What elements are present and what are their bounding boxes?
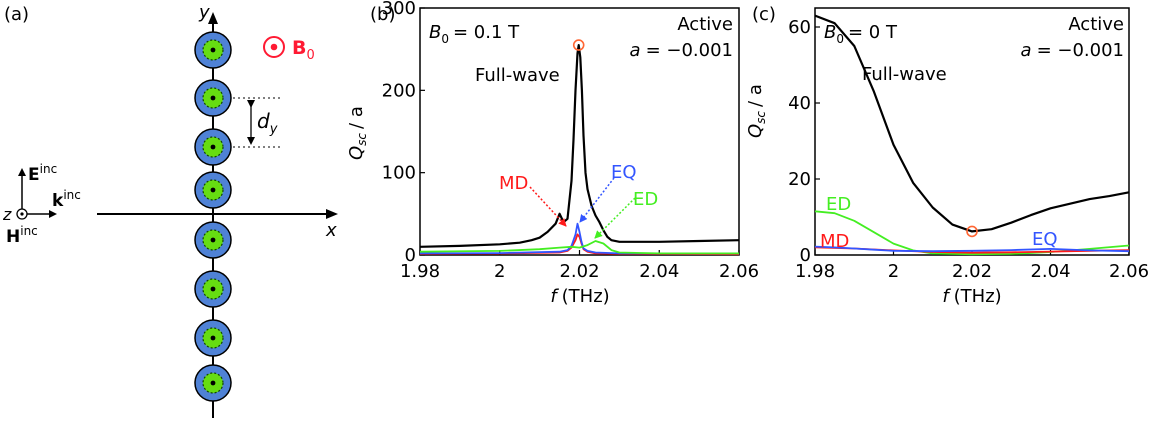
- plot-b-ticks: 1.98 2 2.02 2.04 2.06 0 100 200 300: [382, 0, 759, 282]
- x-axis-arrow-icon: [326, 209, 338, 219]
- plot-b-ytick-label: 100: [382, 163, 416, 184]
- cylinder-center-dot: [210, 47, 216, 53]
- x-axis-label: x: [325, 220, 337, 241]
- panel-b: (b) 1.98 2 2.02 2.04 2.06 0 100 200 300 B0 = 0.1 …: [346, 0, 759, 307]
- plot-b-xtick-label: 1.98: [400, 261, 440, 282]
- plot-b-eq-arrow: [579, 177, 615, 223]
- plot-b-ytick-label: 200: [382, 80, 416, 101]
- plot-b-series-ed: [419, 240, 739, 255]
- cylinder-center-dot: [210, 187, 216, 193]
- plot-c-series-eq: [814, 245, 1130, 253]
- plot-b-a-title: a = −0.001: [630, 40, 733, 61]
- plot-b-xtick-label: 2.04: [639, 261, 679, 282]
- plot-b-ylabel: Qsc/ a: [346, 106, 369, 160]
- b0-out-of-plane-icon: [263, 36, 285, 58]
- b0-label: B0: [292, 37, 315, 63]
- cylinder-center-dot: [210, 335, 216, 341]
- plot-c-xtick-label: 2.04: [1030, 261, 1070, 282]
- plot-c-series-ed: [814, 210, 1130, 256]
- plot-b-xtick-label: 2: [494, 261, 505, 282]
- plot-c-ytick-label: 0: [800, 245, 811, 266]
- plot-b-fullwave-label: Full-wave: [475, 65, 560, 86]
- cylinder-center-dot: [210, 380, 216, 386]
- plot-b-ed-arrow: [594, 197, 636, 239]
- plot-b-md-label: MD: [499, 173, 528, 194]
- plot-b-b0-title: B0 = 0.1 T: [429, 22, 520, 46]
- panel-c-label: (c): [752, 4, 776, 25]
- cylinder-center-dot: [210, 95, 216, 101]
- plot-b-active-title: Active: [677, 14, 733, 35]
- plot-c-ticks: 1.98 2 2.02 2.04 2.06 0 20 40 60: [788, 17, 1149, 282]
- plot-c-marker: [966, 225, 978, 238]
- plot-b-marker: [572, 39, 585, 51]
- plot-b-xtick-label: 2.02: [559, 261, 599, 282]
- panel-a-label: (a): [4, 4, 29, 25]
- plot-b-series: [419, 39, 740, 256]
- k-inc-label: kinc: [52, 188, 81, 211]
- cylinder-array: [194, 31, 232, 402]
- plot-c-md-label: MD: [820, 231, 849, 252]
- plot-b-ytick-label: 0: [405, 245, 416, 266]
- plot-b-md-arrow: [529, 186, 567, 227]
- plot-c-b0-title: B0 = 0 T: [824, 22, 898, 46]
- plot-c-series: [814, 14, 1130, 256]
- plot-c-xtick-label: 2.06: [1109, 261, 1149, 282]
- plot-c-ed-label: ED: [826, 194, 851, 215]
- plot-c-ylabel: Qsc/ a: [745, 84, 768, 138]
- panel-b-label: (b): [370, 4, 395, 25]
- y-axis-arrow-icon: [208, 12, 218, 24]
- plot-b-series-fullwave: [419, 43, 740, 248]
- b0-dot-icon: [270, 43, 278, 51]
- y-axis-label: y: [198, 2, 210, 23]
- dy-label: dy: [257, 109, 278, 137]
- plot-c-xtick-label: 1.98: [795, 261, 835, 282]
- plot-c-eq-label: EQ: [1032, 229, 1058, 250]
- plot-b-xtick-label: 2.06: [719, 261, 759, 282]
- plot-c-xtick-label: 2: [888, 261, 899, 282]
- panel-c: (c) 1.98 2 2.02 2.04 2.06 0 20 40 60 B0 = 0 T Act…: [745, 4, 1149, 307]
- cylinder-center-dot: [210, 237, 216, 243]
- h-inc-label: Hinc: [6, 224, 38, 247]
- e-inc-label: Einc: [28, 162, 57, 185]
- plot-c-xtick-label: 2.02: [952, 261, 992, 282]
- plot-b-ytick-label: 300: [382, 0, 416, 19]
- plot-c-fullwave-label: Full-wave: [862, 64, 947, 85]
- plot-c-ytick-label: 40: [788, 93, 811, 114]
- plot-c-xlabel: f (THz): [942, 286, 1001, 307]
- z-axis-label: z: [2, 205, 12, 224]
- h-field-dot-icon: [20, 212, 24, 216]
- plot-c-ytick-label: 60: [788, 17, 811, 38]
- plot-b-series-eq: [419, 222, 739, 255]
- cylinder-center-dot: [210, 144, 216, 150]
- plot-c-active-title: Active: [1068, 14, 1124, 35]
- panel-a: (a) y x dy B0 Einc kinc Hinc z: [2, 2, 338, 418]
- plot-c-series-fullwave: [814, 14, 1130, 233]
- cylinder-center-dot: [210, 286, 216, 292]
- plot-b-xlabel: f (THz): [550, 286, 609, 307]
- plot-b-eq-label: EQ: [611, 162, 637, 183]
- plot-c-a-title: a = −0.001: [1021, 40, 1124, 61]
- plot-b-ed-label: ED: [633, 189, 658, 210]
- plot-c-ytick-label: 20: [788, 169, 811, 190]
